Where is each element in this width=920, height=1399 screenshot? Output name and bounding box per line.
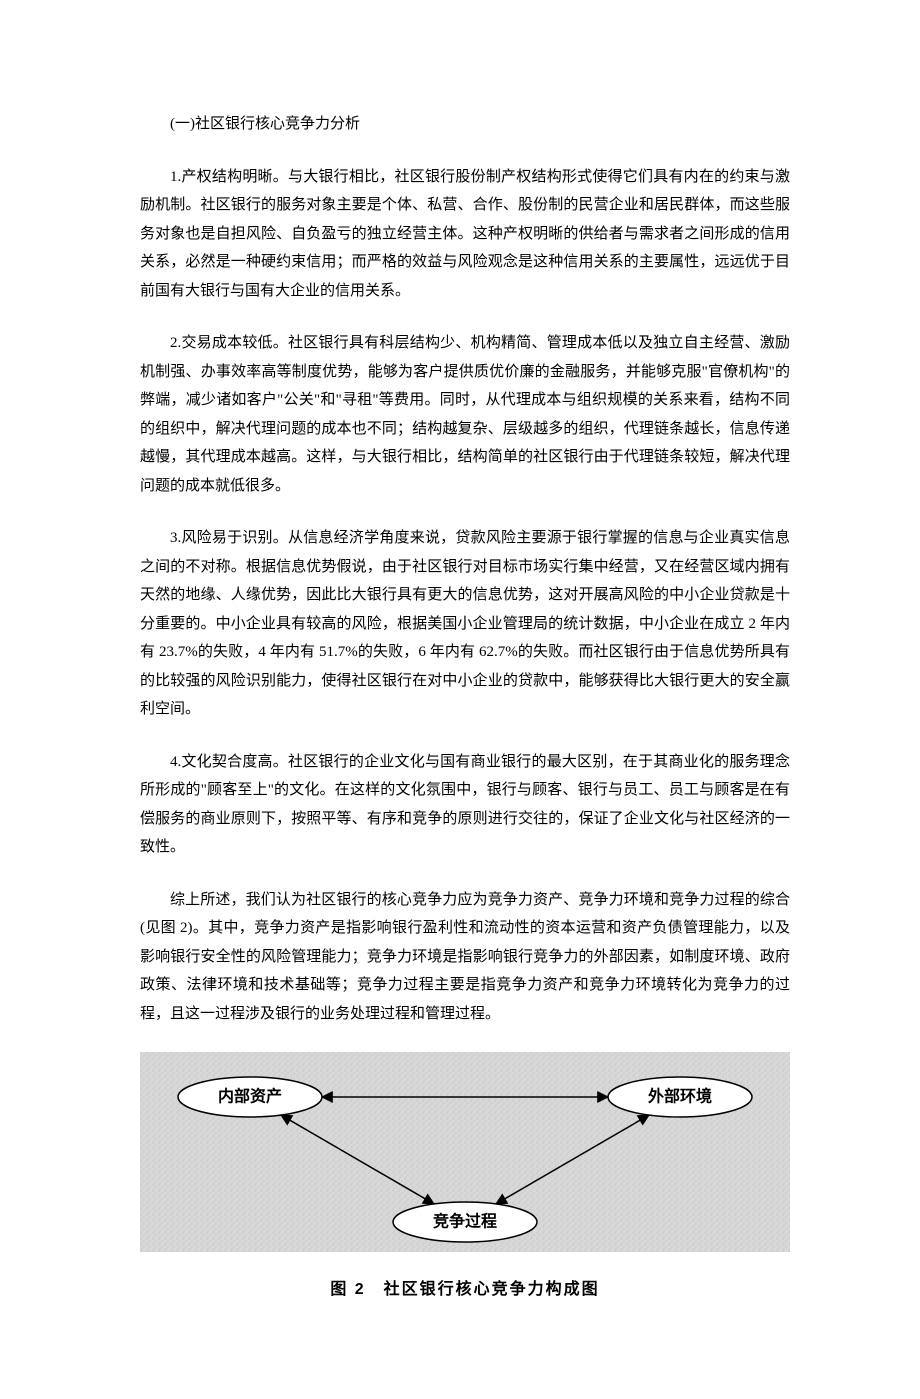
paragraph-1: 1.产权结构明晰。与大银行相比，社区银行股份制产权结构形式使得它们具有内在的约束… xyxy=(140,163,790,306)
diagram-node-label: 内部资产 xyxy=(218,1087,282,1106)
figure-caption: 图 2 社区银行核心竞争力构成图 xyxy=(140,1275,790,1299)
section-heading: (一)社区银行核心竞争力分析 xyxy=(140,110,790,139)
figure-2: 内部资产 外部环境竞争过程 图 2 社区银行核心竞争力构成图 xyxy=(140,1052,790,1299)
diagram-node-label: 外部环境 xyxy=(647,1087,712,1106)
paragraph-2: 2.交易成本较低。社区银行具有科层结构少、机构精简、管理成本低以及独立自主经营、… xyxy=(140,329,790,500)
paragraph-4: 4.文化契合度高。社区银行的企业文化与国有商业银行的最大区别，在于其商业化的服务… xyxy=(140,748,790,862)
diagram-node-label: 竞争过程 xyxy=(433,1212,497,1231)
paragraph-3: 3.风险易于识别。从信息经济学角度来说，贷款风险主要源于银行掌握的信息与企业真实… xyxy=(140,524,790,724)
diagram-svg: 内部资产 外部环境竞争过程 xyxy=(140,1052,790,1267)
paragraph-5: 综上所述，我们认为社区银行的核心竞争力应为竞争力资产、竞争力环境和竞争力过程的综… xyxy=(140,886,790,1029)
